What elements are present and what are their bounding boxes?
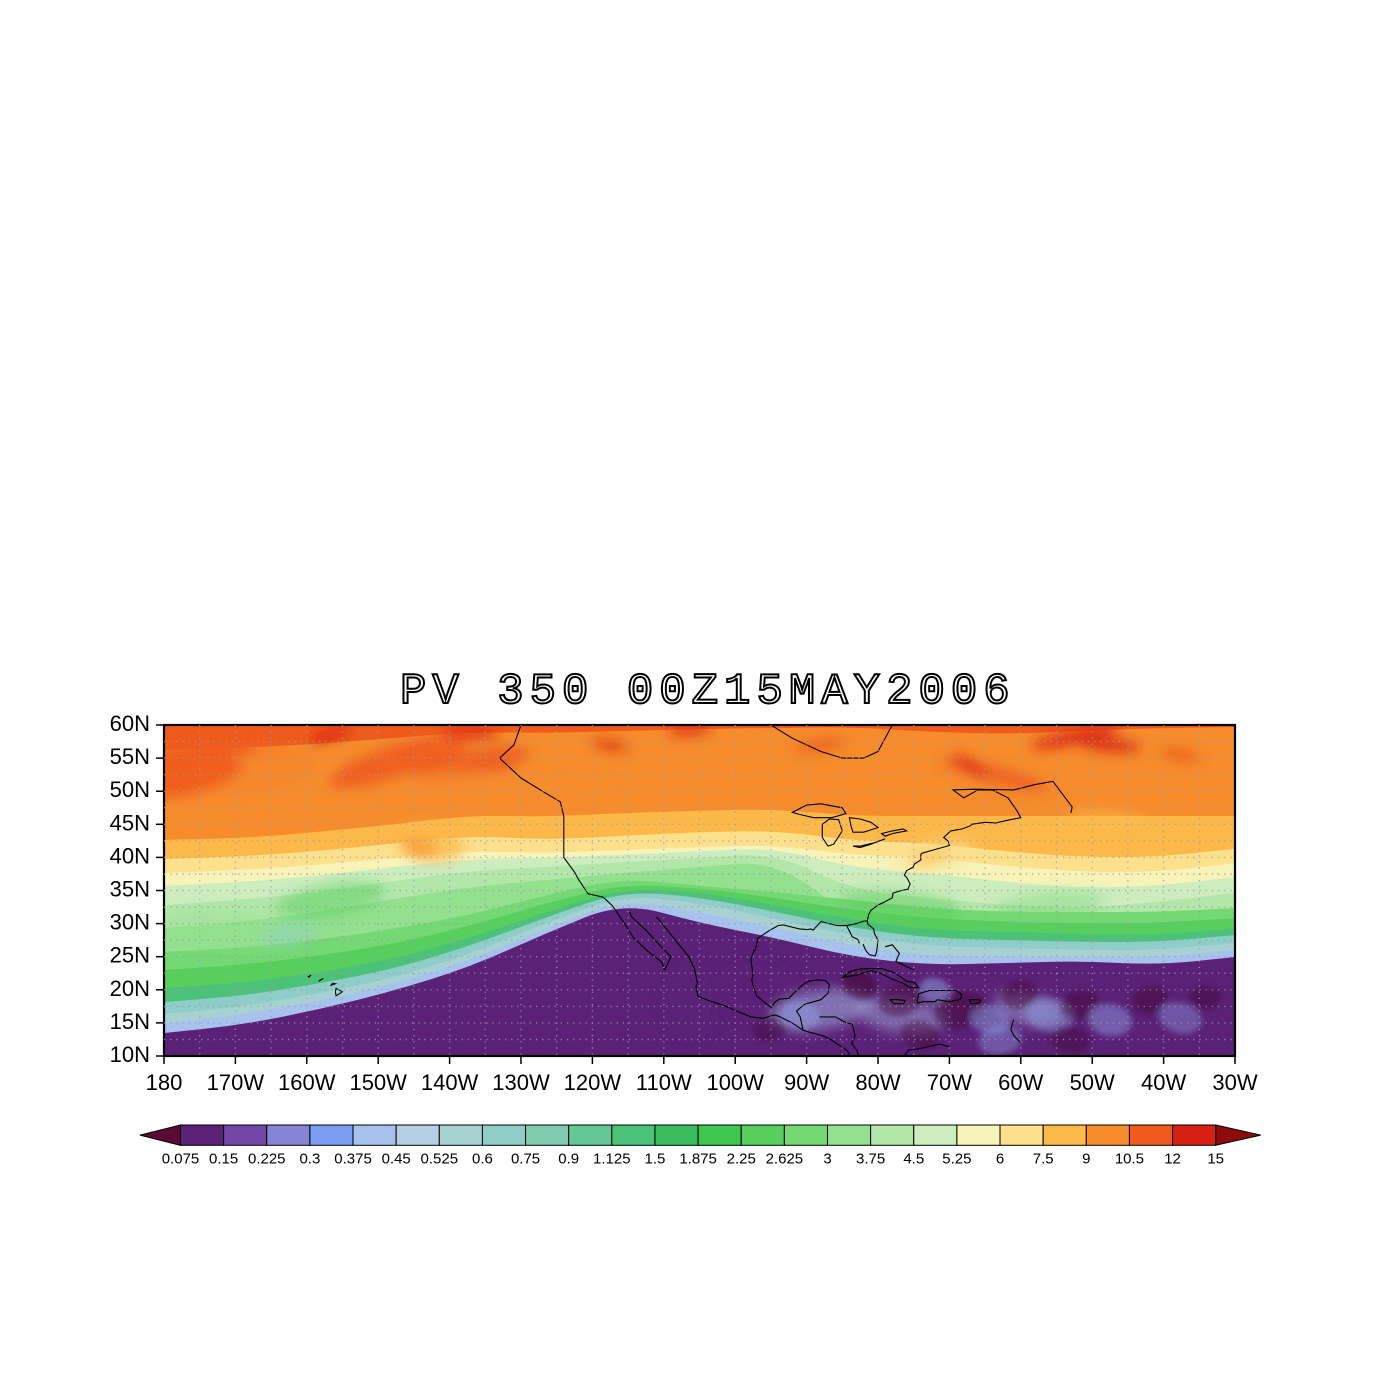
svg-text:15N: 15N <box>110 1009 150 1034</box>
svg-text:PV 350 00Z15MAY2006: PV 350 00Z15MAY2006 <box>400 667 1016 717</box>
svg-text:9: 9 <box>1082 1150 1090 1167</box>
svg-text:0.75: 0.75 <box>511 1150 540 1167</box>
svg-text:25N: 25N <box>110 943 150 968</box>
svg-text:2.625: 2.625 <box>766 1150 804 1167</box>
svg-text:0.6: 0.6 <box>472 1150 493 1167</box>
svg-text:90W: 90W <box>784 1070 829 1095</box>
svg-text:0.375: 0.375 <box>334 1150 372 1167</box>
svg-text:10.5: 10.5 <box>1115 1150 1144 1167</box>
svg-text:2.25: 2.25 <box>727 1150 756 1167</box>
svg-text:3: 3 <box>823 1150 831 1167</box>
svg-text:6: 6 <box>996 1150 1004 1167</box>
svg-text:100W: 100W <box>706 1070 764 1095</box>
svg-text:0.15: 0.15 <box>209 1150 238 1167</box>
svg-text:1.875: 1.875 <box>679 1150 717 1167</box>
svg-text:160W: 160W <box>278 1070 336 1095</box>
svg-text:50N: 50N <box>110 777 150 802</box>
svg-text:10N: 10N <box>110 1042 150 1067</box>
svg-text:15: 15 <box>1207 1150 1224 1167</box>
svg-text:35N: 35N <box>110 877 150 902</box>
svg-text:50W: 50W <box>1070 1070 1115 1095</box>
svg-text:70W: 70W <box>927 1070 972 1095</box>
svg-text:55N: 55N <box>110 744 150 769</box>
svg-text:1.5: 1.5 <box>645 1150 666 1167</box>
svg-text:80W: 80W <box>855 1070 900 1095</box>
svg-text:4.5: 4.5 <box>903 1150 924 1167</box>
svg-text:170W: 170W <box>207 1070 265 1095</box>
svg-text:0.9: 0.9 <box>558 1150 579 1167</box>
svg-text:150W: 150W <box>349 1070 407 1095</box>
svg-text:3.75: 3.75 <box>856 1150 885 1167</box>
svg-text:60N: 60N <box>110 711 150 736</box>
svg-text:12: 12 <box>1164 1150 1181 1167</box>
svg-text:30N: 30N <box>110 910 150 935</box>
svg-text:0.225: 0.225 <box>248 1150 286 1167</box>
svg-text:60W: 60W <box>998 1070 1043 1095</box>
svg-text:40W: 40W <box>1141 1070 1186 1095</box>
svg-text:0.3: 0.3 <box>299 1150 320 1167</box>
svg-text:20N: 20N <box>110 976 150 1001</box>
svg-text:0.45: 0.45 <box>382 1150 411 1167</box>
svg-text:45N: 45N <box>110 810 150 835</box>
svg-text:180: 180 <box>146 1070 183 1095</box>
svg-text:7.5: 7.5 <box>1033 1150 1054 1167</box>
svg-text:40N: 40N <box>110 843 150 868</box>
svg-text:0.075: 0.075 <box>162 1150 200 1167</box>
svg-text:120W: 120W <box>564 1070 622 1095</box>
svg-text:0.525: 0.525 <box>421 1150 459 1167</box>
svg-text:5.25: 5.25 <box>942 1150 971 1167</box>
svg-text:130W: 130W <box>492 1070 550 1095</box>
svg-text:1.125: 1.125 <box>593 1150 631 1167</box>
svg-text:140W: 140W <box>421 1070 479 1095</box>
svg-text:30W: 30W <box>1212 1070 1257 1095</box>
svg-text:110W: 110W <box>636 1070 692 1095</box>
